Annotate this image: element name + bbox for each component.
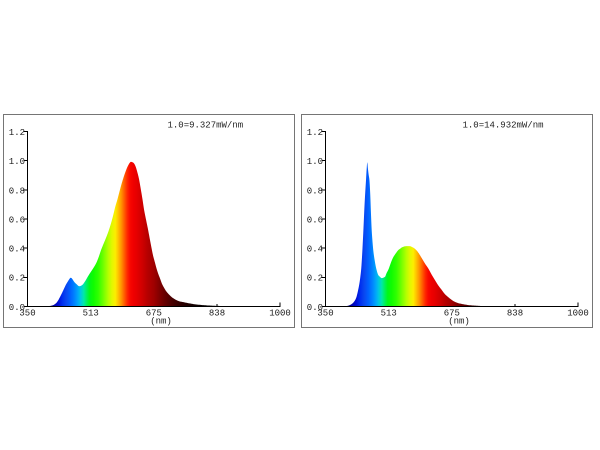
svg-text:1000: 1000	[269, 309, 291, 319]
svg-text:1.0=9.327mW/nm: 1.0=9.327mW/nm	[168, 121, 244, 131]
svg-text:1.2: 1.2	[9, 128, 25, 138]
svg-text:0.0: 0.0	[307, 303, 323, 313]
svg-text:0.0: 0.0	[9, 303, 25, 313]
svg-text:0.4: 0.4	[9, 245, 25, 255]
svg-text:350: 350	[19, 309, 35, 319]
svg-text:(nm): (nm)	[150, 317, 172, 327]
svg-text:0.6: 0.6	[307, 215, 323, 225]
svg-text:0.6: 0.6	[9, 215, 25, 225]
svg-text:1.0: 1.0	[307, 157, 323, 167]
svg-text:1.2: 1.2	[307, 128, 323, 138]
svg-text:675: 675	[146, 309, 162, 319]
svg-text:513: 513	[83, 309, 99, 319]
svg-text:0.2: 0.2	[9, 274, 25, 284]
svg-text:675: 675	[444, 309, 460, 319]
svg-text:0.8: 0.8	[307, 186, 323, 196]
svg-text:1.0: 1.0	[9, 157, 25, 167]
svg-text:1000: 1000	[567, 309, 589, 319]
svg-text:0.4: 0.4	[307, 245, 323, 255]
svg-text:350: 350	[317, 309, 333, 319]
svg-text:838: 838	[507, 309, 523, 319]
svg-text:1.0=14.932mW/nm: 1.0=14.932mW/nm	[463, 121, 544, 131]
svg-text:0.8: 0.8	[9, 186, 25, 196]
svg-text:838: 838	[209, 309, 225, 319]
svg-text:(nm): (nm)	[448, 317, 470, 327]
svg-text:513: 513	[381, 309, 397, 319]
svg-text:0.2: 0.2	[307, 274, 323, 284]
